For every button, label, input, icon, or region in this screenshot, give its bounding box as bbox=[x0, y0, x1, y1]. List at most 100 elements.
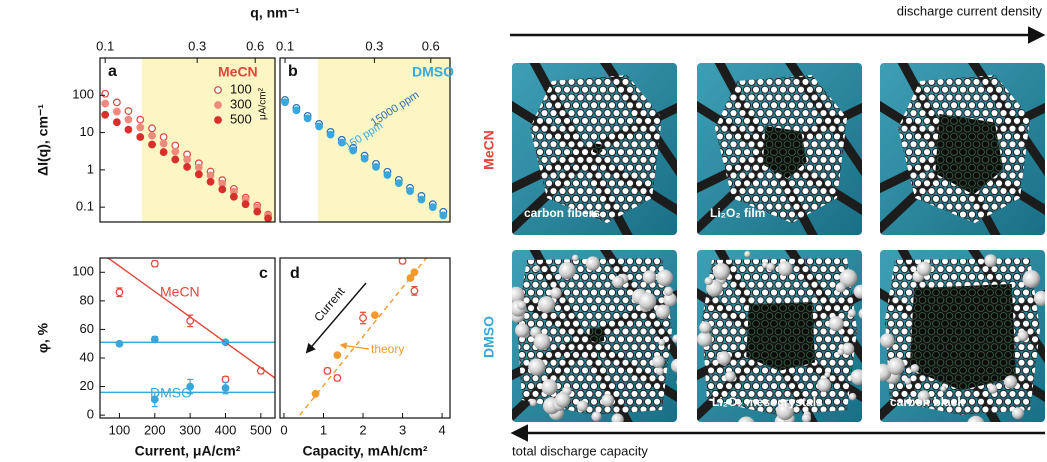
mesocrystal bbox=[853, 284, 862, 299]
annotation-arrow bbox=[305, 282, 367, 354]
tile bbox=[512, 63, 677, 235]
fit-line bbox=[107, 258, 275, 379]
tile-label: carbon black bbox=[890, 395, 964, 409]
mesocrystal bbox=[554, 392, 571, 408]
point bbox=[148, 124, 156, 133]
plot-area bbox=[299, 258, 427, 416]
mesocrystal bbox=[837, 348, 845, 356]
tile-label: carbon fibers bbox=[524, 206, 600, 220]
mesocrystal bbox=[591, 411, 602, 422]
mesocrystal bbox=[744, 250, 751, 258]
point bbox=[124, 125, 133, 134]
mesocrystal bbox=[847, 309, 857, 318]
tile bbox=[880, 250, 1045, 422]
point bbox=[112, 107, 121, 116]
mesocrystal bbox=[612, 275, 625, 289]
mesocrystal bbox=[858, 308, 862, 320]
point bbox=[349, 146, 358, 155]
mesocrystal bbox=[1033, 290, 1045, 307]
arrow-label: total discharge capacity bbox=[512, 443, 648, 458]
y-tick-label: 10 bbox=[80, 124, 94, 139]
mesocrystal bbox=[663, 286, 674, 296]
point bbox=[112, 98, 121, 107]
mesocrystal bbox=[528, 358, 546, 376]
mesocrystal bbox=[776, 402, 795, 421]
point bbox=[101, 89, 110, 98]
mesocrystal bbox=[1022, 270, 1041, 288]
panel-label: c bbox=[259, 265, 268, 282]
point bbox=[439, 211, 448, 220]
mesocrystal bbox=[817, 377, 832, 393]
mesocrystal bbox=[835, 282, 846, 293]
mesocrystal bbox=[988, 384, 998, 394]
legend-marker bbox=[214, 116, 222, 124]
mesocrystal bbox=[716, 351, 731, 366]
point bbox=[229, 192, 238, 201]
arrow-label: discharge current density bbox=[897, 3, 1043, 18]
x-tick-label: 200 bbox=[144, 422, 166, 437]
point bbox=[150, 259, 159, 268]
mesocrystal bbox=[638, 292, 657, 311]
mesocrystal bbox=[848, 392, 857, 401]
plot-area bbox=[101, 58, 275, 222]
mesocrystal bbox=[699, 321, 712, 334]
tile bbox=[880, 63, 1045, 235]
point bbox=[292, 106, 301, 115]
mesocrystal bbox=[515, 323, 530, 338]
mesocrystal bbox=[766, 262, 776, 272]
point bbox=[124, 107, 133, 115]
point bbox=[148, 140, 156, 149]
mesocrystal bbox=[533, 265, 541, 272]
li2o2-core bbox=[909, 284, 1016, 391]
panel-label: b bbox=[288, 63, 298, 80]
point bbox=[253, 207, 262, 216]
frame bbox=[99, 57, 276, 223]
mesocrystal bbox=[529, 398, 537, 407]
y-axis-label: φ, % bbox=[35, 322, 51, 353]
point bbox=[159, 133, 168, 141]
point bbox=[183, 155, 191, 164]
x-axis-label: q, nm⁻¹ bbox=[250, 5, 300, 21]
mesocrystal bbox=[676, 378, 677, 387]
mesocrystal bbox=[904, 377, 912, 385]
x-tick-label: 400 bbox=[215, 422, 237, 437]
point bbox=[359, 314, 367, 322]
point bbox=[194, 163, 203, 172]
mesocrystal bbox=[841, 342, 855, 356]
annotation: Current bbox=[311, 284, 348, 324]
point bbox=[323, 366, 332, 375]
mesocrystal bbox=[704, 276, 713, 286]
mesocrystal bbox=[585, 256, 600, 271]
mesocrystal bbox=[656, 367, 664, 376]
mesocrystal bbox=[517, 300, 527, 310]
point bbox=[150, 395, 159, 404]
mesocrystal bbox=[737, 416, 756, 422]
mesocrystal bbox=[887, 357, 905, 376]
mesocrystal bbox=[916, 261, 932, 277]
point bbox=[136, 133, 145, 141]
mesocrystal bbox=[550, 287, 562, 299]
tile bbox=[697, 250, 862, 422]
mesocrystal bbox=[663, 292, 677, 307]
x-tick-label: 0.3 bbox=[188, 38, 206, 53]
point bbox=[148, 131, 156, 140]
x-tick-label: 0 bbox=[280, 422, 287, 437]
x-tick-label: 0.1 bbox=[276, 38, 294, 53]
legend-label: 300 bbox=[230, 96, 252, 111]
mesocrystal bbox=[828, 316, 844, 332]
mesocrystal bbox=[655, 304, 671, 319]
mesocrystal bbox=[601, 394, 615, 407]
mesocrystal bbox=[537, 296, 556, 314]
tile bbox=[697, 63, 862, 235]
point bbox=[101, 99, 110, 108]
x-tick-label: 500 bbox=[250, 422, 272, 437]
point bbox=[372, 163, 380, 171]
point bbox=[264, 214, 273, 222]
point bbox=[315, 122, 323, 131]
x-tick-label: 100 bbox=[109, 422, 131, 437]
x-tick-label: 0.1 bbox=[96, 38, 114, 53]
point bbox=[183, 163, 191, 171]
point bbox=[333, 374, 342, 382]
x-tick-label: 300 bbox=[179, 422, 201, 437]
schematic-labels: carbon fibers Li₂O₂ film Li₂O₂ mesocryst… bbox=[524, 206, 964, 409]
